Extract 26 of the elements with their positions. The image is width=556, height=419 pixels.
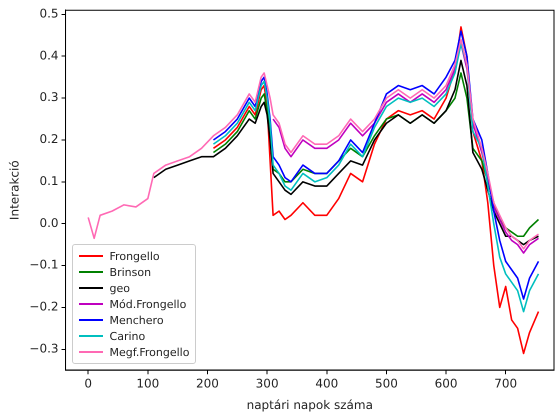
legend-label: Megf.Frongello <box>110 346 190 359</box>
x-tick-label: 300 <box>256 376 279 391</box>
legend-label: Carino <box>110 330 146 343</box>
x-tick-label: 400 <box>315 376 338 391</box>
x-tick-label: 100 <box>136 376 160 391</box>
legend-label: Menchero <box>110 314 164 327</box>
x-tick-label: 200 <box>196 376 219 391</box>
x-tick-label: 500 <box>374 376 398 391</box>
legend-label: Brinson <box>110 266 152 279</box>
legend-label: Mód.Frongello <box>110 298 186 311</box>
y-tick-label: −0.3 <box>29 341 59 356</box>
x-tick-label: 600 <box>434 376 458 391</box>
y-tick-label: 0.1 <box>39 174 59 188</box>
x-tick-label: 700 <box>494 376 518 391</box>
y-tick-label: −0.1 <box>29 258 59 272</box>
y-axis-title: Interakció <box>7 160 22 220</box>
y-tick-label: 0.5 <box>39 6 59 21</box>
y-tick-label: 0.2 <box>39 132 59 146</box>
legend-label: Frongello <box>110 250 160 263</box>
y-tick-label: 0.0 <box>39 216 59 230</box>
legend-label: geo <box>110 282 130 295</box>
y-tick-label: 0.4 <box>39 48 59 62</box>
x-axis-title: naptári napok száma <box>246 398 373 412</box>
y-tick-label: −0.2 <box>29 300 59 314</box>
x-tick-label: 0 <box>84 376 92 391</box>
y-tick-label: 0.3 <box>39 90 59 104</box>
